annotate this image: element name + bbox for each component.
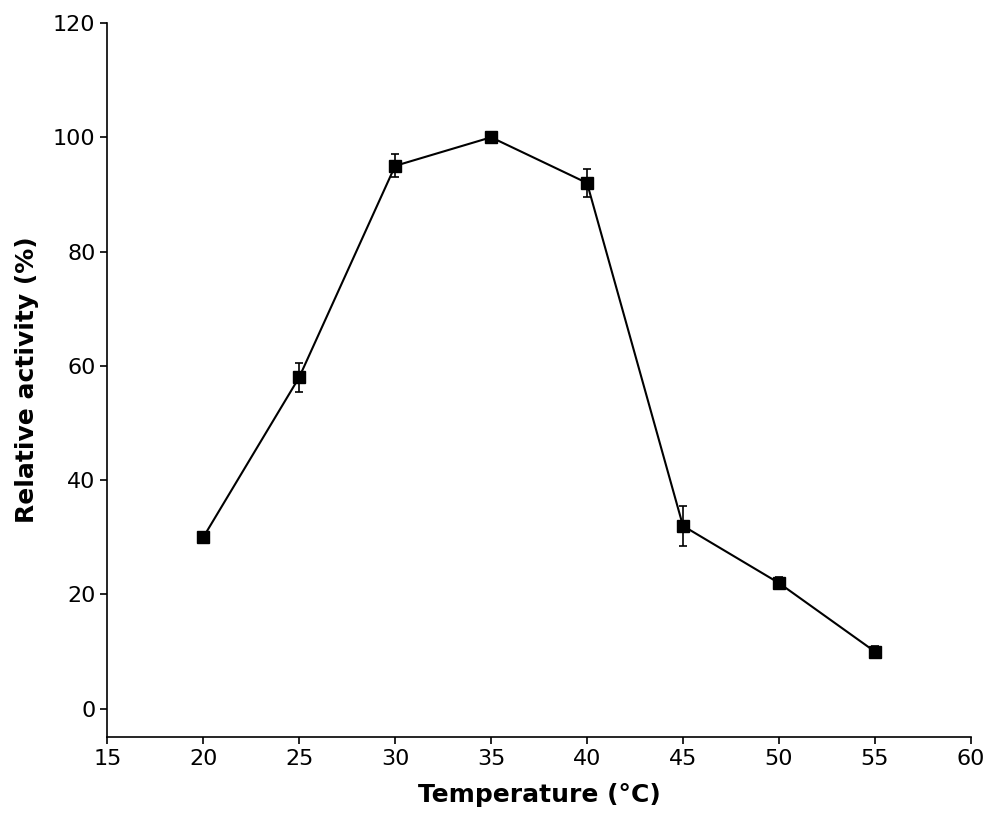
Y-axis label: Relative activity (%): Relative activity (%) [15,237,39,524]
X-axis label: Temperature (°C): Temperature (°C) [418,783,660,807]
